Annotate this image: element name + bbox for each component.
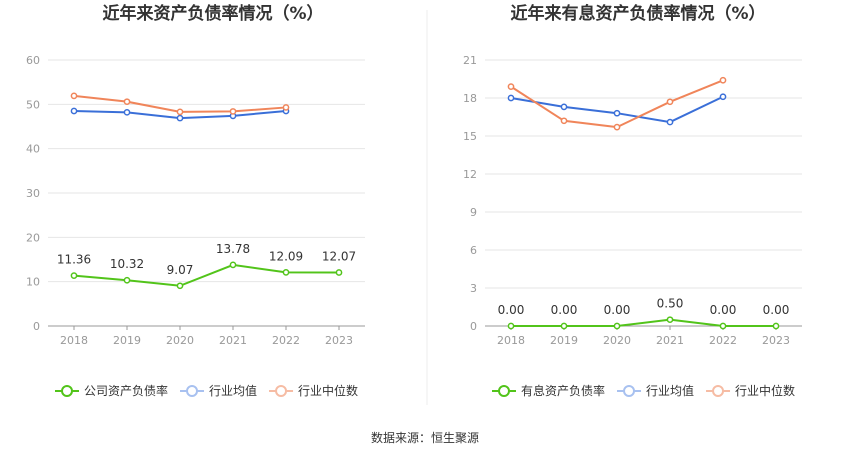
legend-swatch-marker bbox=[498, 385, 510, 397]
data-point bbox=[70, 92, 78, 100]
data-point bbox=[772, 322, 780, 330]
x-tick-label: 2023 bbox=[325, 334, 353, 347]
y-tick-label: 15 bbox=[463, 130, 477, 143]
data-label: 0.50 bbox=[657, 297, 684, 311]
data-source-footer: 数据来源：恒生聚源 bbox=[371, 430, 479, 445]
data-point bbox=[123, 276, 131, 284]
legend-item-label: 行业均值 bbox=[209, 383, 257, 398]
data-point bbox=[560, 322, 568, 330]
data-label: 13.78 bbox=[216, 242, 250, 256]
series-line-0 bbox=[73, 263, 340, 287]
chart-interest-bearing-debt-ratio: 近年来有息资产负债率情况（%） 0 3 6 9 12 15 18 21 2018 2019 2020 2… bbox=[463, 3, 802, 398]
data-point bbox=[507, 94, 515, 102]
data-label: 0.00 bbox=[551, 303, 578, 317]
data-label: 9.07 bbox=[167, 263, 194, 277]
y-tick-label: 40 bbox=[26, 143, 40, 156]
data-label: 0.00 bbox=[604, 303, 631, 317]
x-tick-label: 2023 bbox=[762, 334, 790, 347]
legend-swatch-marker bbox=[712, 385, 725, 397]
chart-title: 近年来资产负债率情况（%） bbox=[102, 3, 323, 24]
legend-swatch-marker bbox=[623, 385, 636, 397]
x-tick-label: 2020 bbox=[166, 334, 194, 347]
data-point bbox=[229, 108, 237, 115]
data-label: 12.07 bbox=[322, 249, 356, 263]
y-tick-label: 12 bbox=[463, 168, 477, 181]
y-tick-label: 20 bbox=[26, 231, 40, 244]
x-tick-label: 2018 bbox=[60, 334, 88, 347]
y-tick-label: 9 bbox=[470, 206, 477, 219]
data-label: 0.00 bbox=[710, 303, 737, 317]
y-tick-label: 18 bbox=[463, 92, 477, 105]
legend-item-label: 有息资产负债率 bbox=[521, 383, 605, 398]
y-tick-label: 0 bbox=[470, 320, 477, 333]
data-point bbox=[719, 76, 727, 84]
chart-debt-ratio: 近年来资产负债率情况（%） 0 10 20 30 40 50 60 2018 2019 2020 20… bbox=[26, 3, 365, 398]
data-label: 12.09 bbox=[269, 249, 303, 263]
data-point bbox=[666, 118, 674, 126]
y-tick-label: 10 bbox=[26, 276, 40, 289]
x-tick-label: 2020 bbox=[603, 334, 631, 347]
data-point bbox=[719, 93, 727, 101]
data-point bbox=[176, 108, 184, 116]
legend-swatch-marker bbox=[275, 385, 288, 397]
y-tick-label: 30 bbox=[26, 187, 40, 200]
data-point bbox=[507, 83, 515, 90]
legend-item-label: 行业均值 bbox=[646, 383, 694, 398]
series-line-0 bbox=[511, 318, 776, 327]
legend-item-label: 行业中位数 bbox=[735, 383, 795, 398]
y-tick-label: 3 bbox=[470, 282, 477, 295]
data-point bbox=[229, 261, 237, 269]
data-point bbox=[176, 282, 184, 290]
y-tick-label: 6 bbox=[470, 244, 477, 257]
data-point bbox=[176, 114, 184, 122]
x-tick-label: 2018 bbox=[497, 334, 525, 347]
data-point bbox=[123, 108, 131, 116]
series-line-1 bbox=[510, 95, 724, 124]
chart-title: 近年来有息资产负债率情况（%） bbox=[510, 3, 765, 24]
x-tick-label: 2022 bbox=[272, 334, 300, 347]
x-tick-label: 2021 bbox=[656, 334, 684, 347]
x-tick-label: 2019 bbox=[113, 334, 141, 347]
data-point bbox=[560, 103, 568, 111]
data-point bbox=[70, 107, 78, 115]
y-tick-label: 21 bbox=[463, 54, 477, 67]
legend-item-label: 公司资产负债率 bbox=[84, 383, 168, 398]
x-tick-label: 2022 bbox=[709, 334, 737, 347]
data-label: 10.32 bbox=[110, 257, 144, 271]
data-point bbox=[560, 117, 568, 125]
y-tick-label: 60 bbox=[26, 54, 40, 67]
data-point bbox=[70, 272, 78, 279]
y-tick-label: 0 bbox=[33, 320, 40, 333]
data-label: 0.00 bbox=[763, 303, 790, 317]
data-point bbox=[613, 109, 621, 117]
data-label: 0.00 bbox=[498, 303, 525, 317]
data-point bbox=[123, 98, 131, 106]
data-point bbox=[613, 322, 621, 330]
data-label: 11.36 bbox=[57, 253, 91, 267]
data-point bbox=[666, 316, 674, 324]
legend-swatch-marker bbox=[186, 385, 199, 397]
data-point bbox=[507, 322, 515, 330]
x-tick-label: 2019 bbox=[550, 334, 578, 347]
data-point bbox=[282, 269, 290, 276]
data-point bbox=[335, 269, 343, 276]
x-tick-label: 2021 bbox=[219, 334, 247, 347]
data-point bbox=[613, 123, 621, 131]
legend-swatch-marker bbox=[61, 385, 73, 397]
data-point bbox=[666, 98, 674, 106]
legend-item-label: 行业中位数 bbox=[298, 383, 358, 398]
data-point bbox=[719, 322, 727, 330]
y-tick-label: 50 bbox=[26, 98, 40, 111]
data-point bbox=[282, 104, 290, 111]
